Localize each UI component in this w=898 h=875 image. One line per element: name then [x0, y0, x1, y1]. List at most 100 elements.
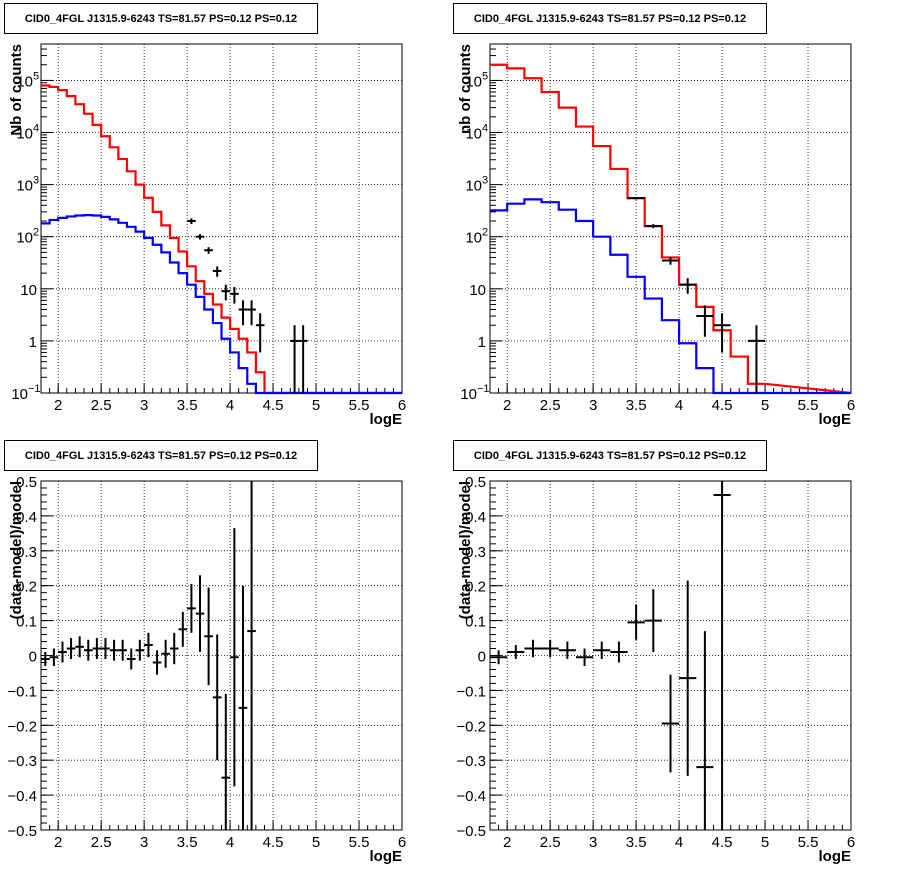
x-tick-label: 5.5: [798, 834, 819, 851]
data-point: [661, 256, 680, 265]
x-tick-label: 2: [54, 834, 62, 851]
data-point: [247, 481, 256, 830]
x-tick-label: 3: [140, 834, 148, 851]
y-tick-exponent: 5: [482, 70, 488, 82]
data-point: [152, 650, 162, 675]
data-point: [41, 652, 50, 666]
y-tick-label: −0.4: [7, 788, 37, 805]
model-source-line: [41, 213, 402, 395]
data-point: [221, 693, 231, 830]
data-point: [524, 639, 542, 658]
model-total-line: [490, 63, 852, 395]
y-tick-label: 0.4: [465, 509, 486, 526]
plot-area: [41, 481, 256, 830]
y-tick-label: −0.5: [456, 823, 486, 840]
chart-title: CID0_4FGL J1315.9-6243 TS=81.57 PS=0.12 …: [4, 440, 318, 471]
data-point: [118, 639, 127, 661]
data-point: [126, 648, 136, 670]
y-tick-label: −0.3: [7, 753, 37, 770]
y-axis-title: (data-model)/model: [457, 481, 474, 619]
data-point: [238, 585, 248, 830]
chart-residuals-left: 2 2.5 3 3.5 4 4.5 5 5.5 6 −0.5 −0.4 −0.3 −0.2 −0.1 0 0.…: [7, 474, 406, 865]
data-point: [627, 196, 645, 200]
y-tick-label: 10: [20, 282, 37, 299]
y-tick-label: 0.3: [465, 544, 486, 561]
y-tick-label: 10: [16, 230, 33, 247]
x-tick-label: 5: [312, 834, 320, 851]
y-axis-title: (data-model)/model: [8, 481, 25, 619]
y-tick-label: 0: [29, 649, 37, 666]
y-tick-label: 10: [16, 126, 33, 143]
y-tick-exponent: −1: [477, 383, 490, 395]
y-tick-exponent: 3: [33, 175, 39, 187]
data-point: [627, 604, 645, 640]
y-tick-label: 0.5: [465, 474, 486, 491]
data-point: [204, 587, 213, 686]
data-point: [101, 638, 110, 659]
x-tick-label: 4.5: [712, 834, 733, 851]
y-tick-label: 0.1: [16, 614, 37, 631]
grid-lines: [490, 44, 851, 393]
chart-title: CID0_4FGL J1315.9-6243 TS=81.57 PS=0.12 …: [453, 3, 767, 34]
y-tick-label: 10: [465, 126, 482, 143]
y-tick-label: 1: [478, 334, 486, 351]
grid-lines: [41, 481, 402, 830]
data-point: [679, 278, 697, 294]
panel-top-left: CID0_4FGL J1315.9-6243 TS=81.57 PS=0.12 …: [0, 0, 449, 437]
chart-residuals-right: 2 2.5 3 3.5 4 4.5 5 5.5 6 −0.5 −0.4 −0.3 −0.2 −0.1 0 0.…: [456, 474, 855, 865]
data-point: [212, 266, 222, 277]
data-point: [238, 300, 248, 326]
data-point: [696, 631, 714, 830]
data-point: [747, 325, 766, 393]
model-total-line: [41, 84, 402, 395]
data-point: [255, 313, 265, 353]
data-point: [541, 639, 559, 658]
x-tick-label: 4: [675, 834, 683, 851]
y-tick-label: 10: [469, 282, 486, 299]
data-point: [212, 634, 222, 761]
y-tick-label: 1: [29, 334, 37, 351]
data-point: [195, 575, 205, 653]
data-point: [230, 528, 239, 787]
x-tick-label: 3.5: [177, 397, 198, 414]
data-point: [75, 636, 84, 658]
panel-bottom-left: CID0_4FGL J1315.9-6243 TS=81.57 PS=0.12 …: [0, 437, 449, 875]
y-tick-label: 10: [460, 386, 477, 403]
data-point: [247, 300, 256, 326]
plot-frame: [40, 43, 403, 394]
plot-frame: [489, 43, 852, 394]
x-tick-label: 5.5: [349, 397, 370, 414]
y-tick-label: 10: [465, 73, 482, 90]
data-point: [195, 234, 205, 240]
y-tick-label: 0.1: [465, 614, 486, 631]
y-tick-label: −0.5: [7, 823, 37, 840]
y-tick-exponent: 3: [482, 175, 488, 187]
x-tick-label: 3: [140, 397, 148, 414]
y-tick-exponent: 2: [482, 227, 488, 239]
y-tick-label: −0.4: [456, 788, 486, 805]
y-tick-label: 10: [465, 230, 482, 247]
panel-bottom-right: CID0_4FGL J1315.9-6243 TS=81.57 PS=0.12 …: [449, 437, 898, 875]
y-tick-exponent: 5: [33, 70, 39, 82]
x-tick-label: 6: [847, 397, 855, 414]
x-tick-label: 3: [589, 834, 597, 851]
y-tick-label: 0.5: [16, 474, 37, 491]
x-tick-label: 2: [503, 834, 511, 851]
y-tick-label: −0.3: [456, 753, 486, 770]
data-point: [661, 674, 680, 773]
panel-top-right: CID0_4FGL J1315.9-6243 TS=81.57 PS=0.12 …: [449, 0, 898, 437]
data-point: [644, 224, 662, 229]
x-tick-label: 5.5: [798, 397, 819, 414]
x-tick-label: 4.5: [263, 397, 284, 414]
data-point: [490, 650, 508, 665]
y-tick-label: −0.1: [456, 683, 486, 700]
chart-title: CID0_4FGL J1315.9-6243 TS=81.57 PS=0.12 …: [4, 3, 318, 34]
plot-area: [490, 63, 852, 395]
data-point: [187, 583, 196, 633]
data-point: [230, 287, 239, 304]
y-tick-label: 0.2: [465, 579, 486, 596]
x-tick-label: 2: [54, 397, 62, 414]
data-point: [644, 589, 662, 653]
x-tick-label: 5: [312, 397, 320, 414]
